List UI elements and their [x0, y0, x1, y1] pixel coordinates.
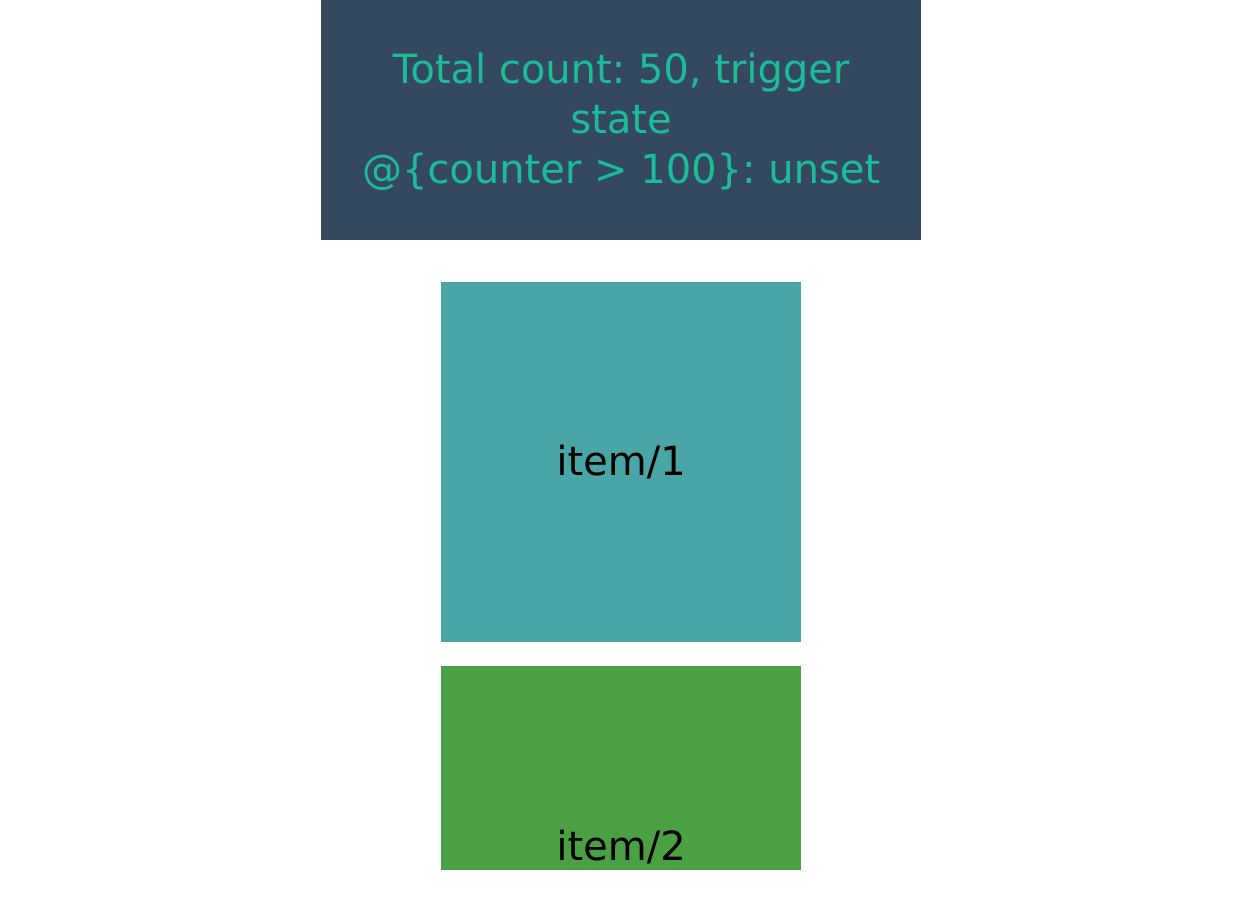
status-text-line-1: Total count: 50, trigger state	[392, 47, 850, 143]
list-item-label: item/1	[556, 439, 686, 485]
list-item-1: item/1	[441, 282, 801, 642]
list-item-2: item/2	[441, 666, 801, 870]
status-text-line-2: @{counter > 100}: unset	[361, 147, 881, 193]
list-item-label: item/2	[556, 824, 686, 870]
status-banner: Total count: 50, trigger state @{counter…	[321, 0, 921, 240]
status-text: Total count: 50, trigger state @{counter…	[351, 45, 891, 195]
